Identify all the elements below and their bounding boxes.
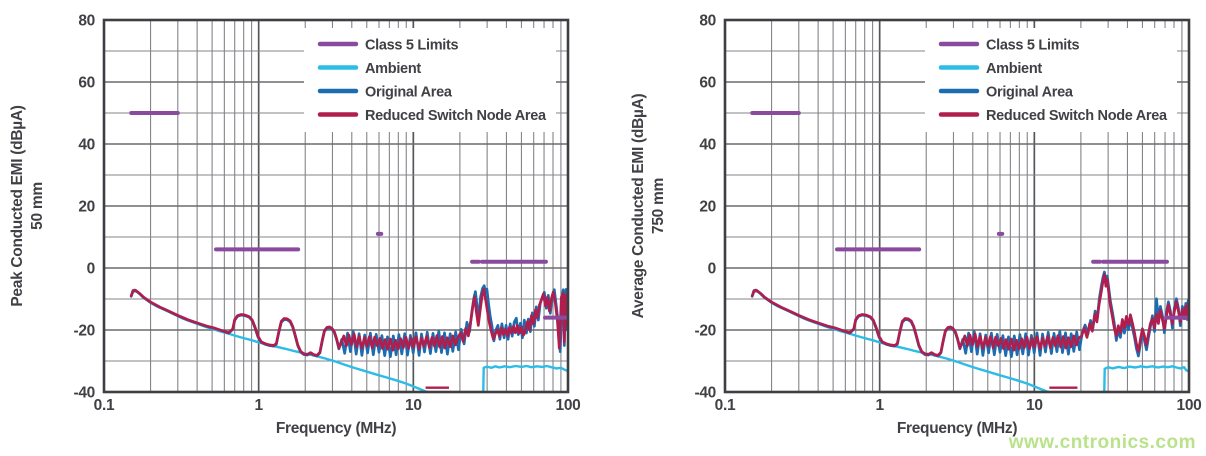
- plot-border: [102, 18, 570, 394]
- legend-label: Original Area: [986, 85, 1074, 101]
- y-tick-label: 20: [78, 199, 95, 216]
- legend-label: Class 5 Limits: [365, 38, 459, 54]
- legend: Class 5 Limits Ambient Original Area Reduce…: [925, 28, 1177, 132]
- legend-label: Reduced Switch Node Area: [986, 108, 1168, 124]
- y-axis-subtitle: 750 mm: [650, 178, 667, 234]
- legend: Class 5 Limits Ambient Original Area Reduce…: [304, 28, 556, 132]
- peak-conducted-emi-chart: Class 5 Limits Ambient Original Area Reduce…: [9, 13, 581, 438]
- legend-label: Reduced Switch Node Area: [365, 108, 547, 124]
- y-axis-title: Average Conducted EMI (dBµA): [630, 94, 647, 319]
- average-conducted-emi-chart: Class 5 Limits Ambient Original Area Reduce…: [630, 13, 1202, 438]
- legend-label: Ambient: [986, 61, 1042, 77]
- x-tick-label: 10: [405, 397, 422, 414]
- y-tick-label: 40: [78, 137, 95, 154]
- y-tick-label: 60: [699, 75, 716, 92]
- x-tick-label: 0.1: [715, 397, 736, 414]
- y-tick-label: 80: [78, 13, 95, 30]
- x-axis-title: Frequency (MHz): [897, 420, 1018, 437]
- y-tick-label: 20: [699, 199, 716, 216]
- y-tick-label: -40: [694, 385, 716, 402]
- y-tick-label: 60: [78, 75, 95, 92]
- y-tick-label: 80: [699, 13, 716, 30]
- legend-label: Ambient: [365, 61, 421, 77]
- y-tick-label: 0: [708, 261, 716, 278]
- y-tick-label: -20: [73, 323, 95, 340]
- series-reduced-switch-node-area: [129, 288, 568, 357]
- x-tick-label: 100: [556, 397, 581, 414]
- watermark: www.cntronics.com: [1008, 432, 1196, 453]
- y-tick-label: 0: [87, 261, 95, 278]
- y-tick-label: 40: [699, 137, 716, 154]
- y-tick-label: -20: [694, 323, 716, 340]
- x-tick-label: 1: [255, 397, 264, 414]
- y-tick-label: -40: [73, 385, 95, 402]
- x-tick-label: 0.1: [94, 397, 115, 414]
- legend-label: Original Area: [365, 85, 453, 101]
- x-tick-label: 100: [1177, 397, 1202, 414]
- series-reduced-switch-node-area: [750, 273, 1189, 357]
- plot-border: [723, 18, 1191, 394]
- x-axis-title: Frequency (MHz): [276, 420, 397, 437]
- y-axis-subtitle: 50 mm: [29, 182, 46, 230]
- x-tick-label: 10: [1026, 397, 1043, 414]
- legend-label: Class 5 Limits: [986, 38, 1080, 54]
- y-axis-title: Peak Conducted EMI (dBµA): [9, 105, 26, 306]
- x-tick-label: 1: [876, 397, 885, 414]
